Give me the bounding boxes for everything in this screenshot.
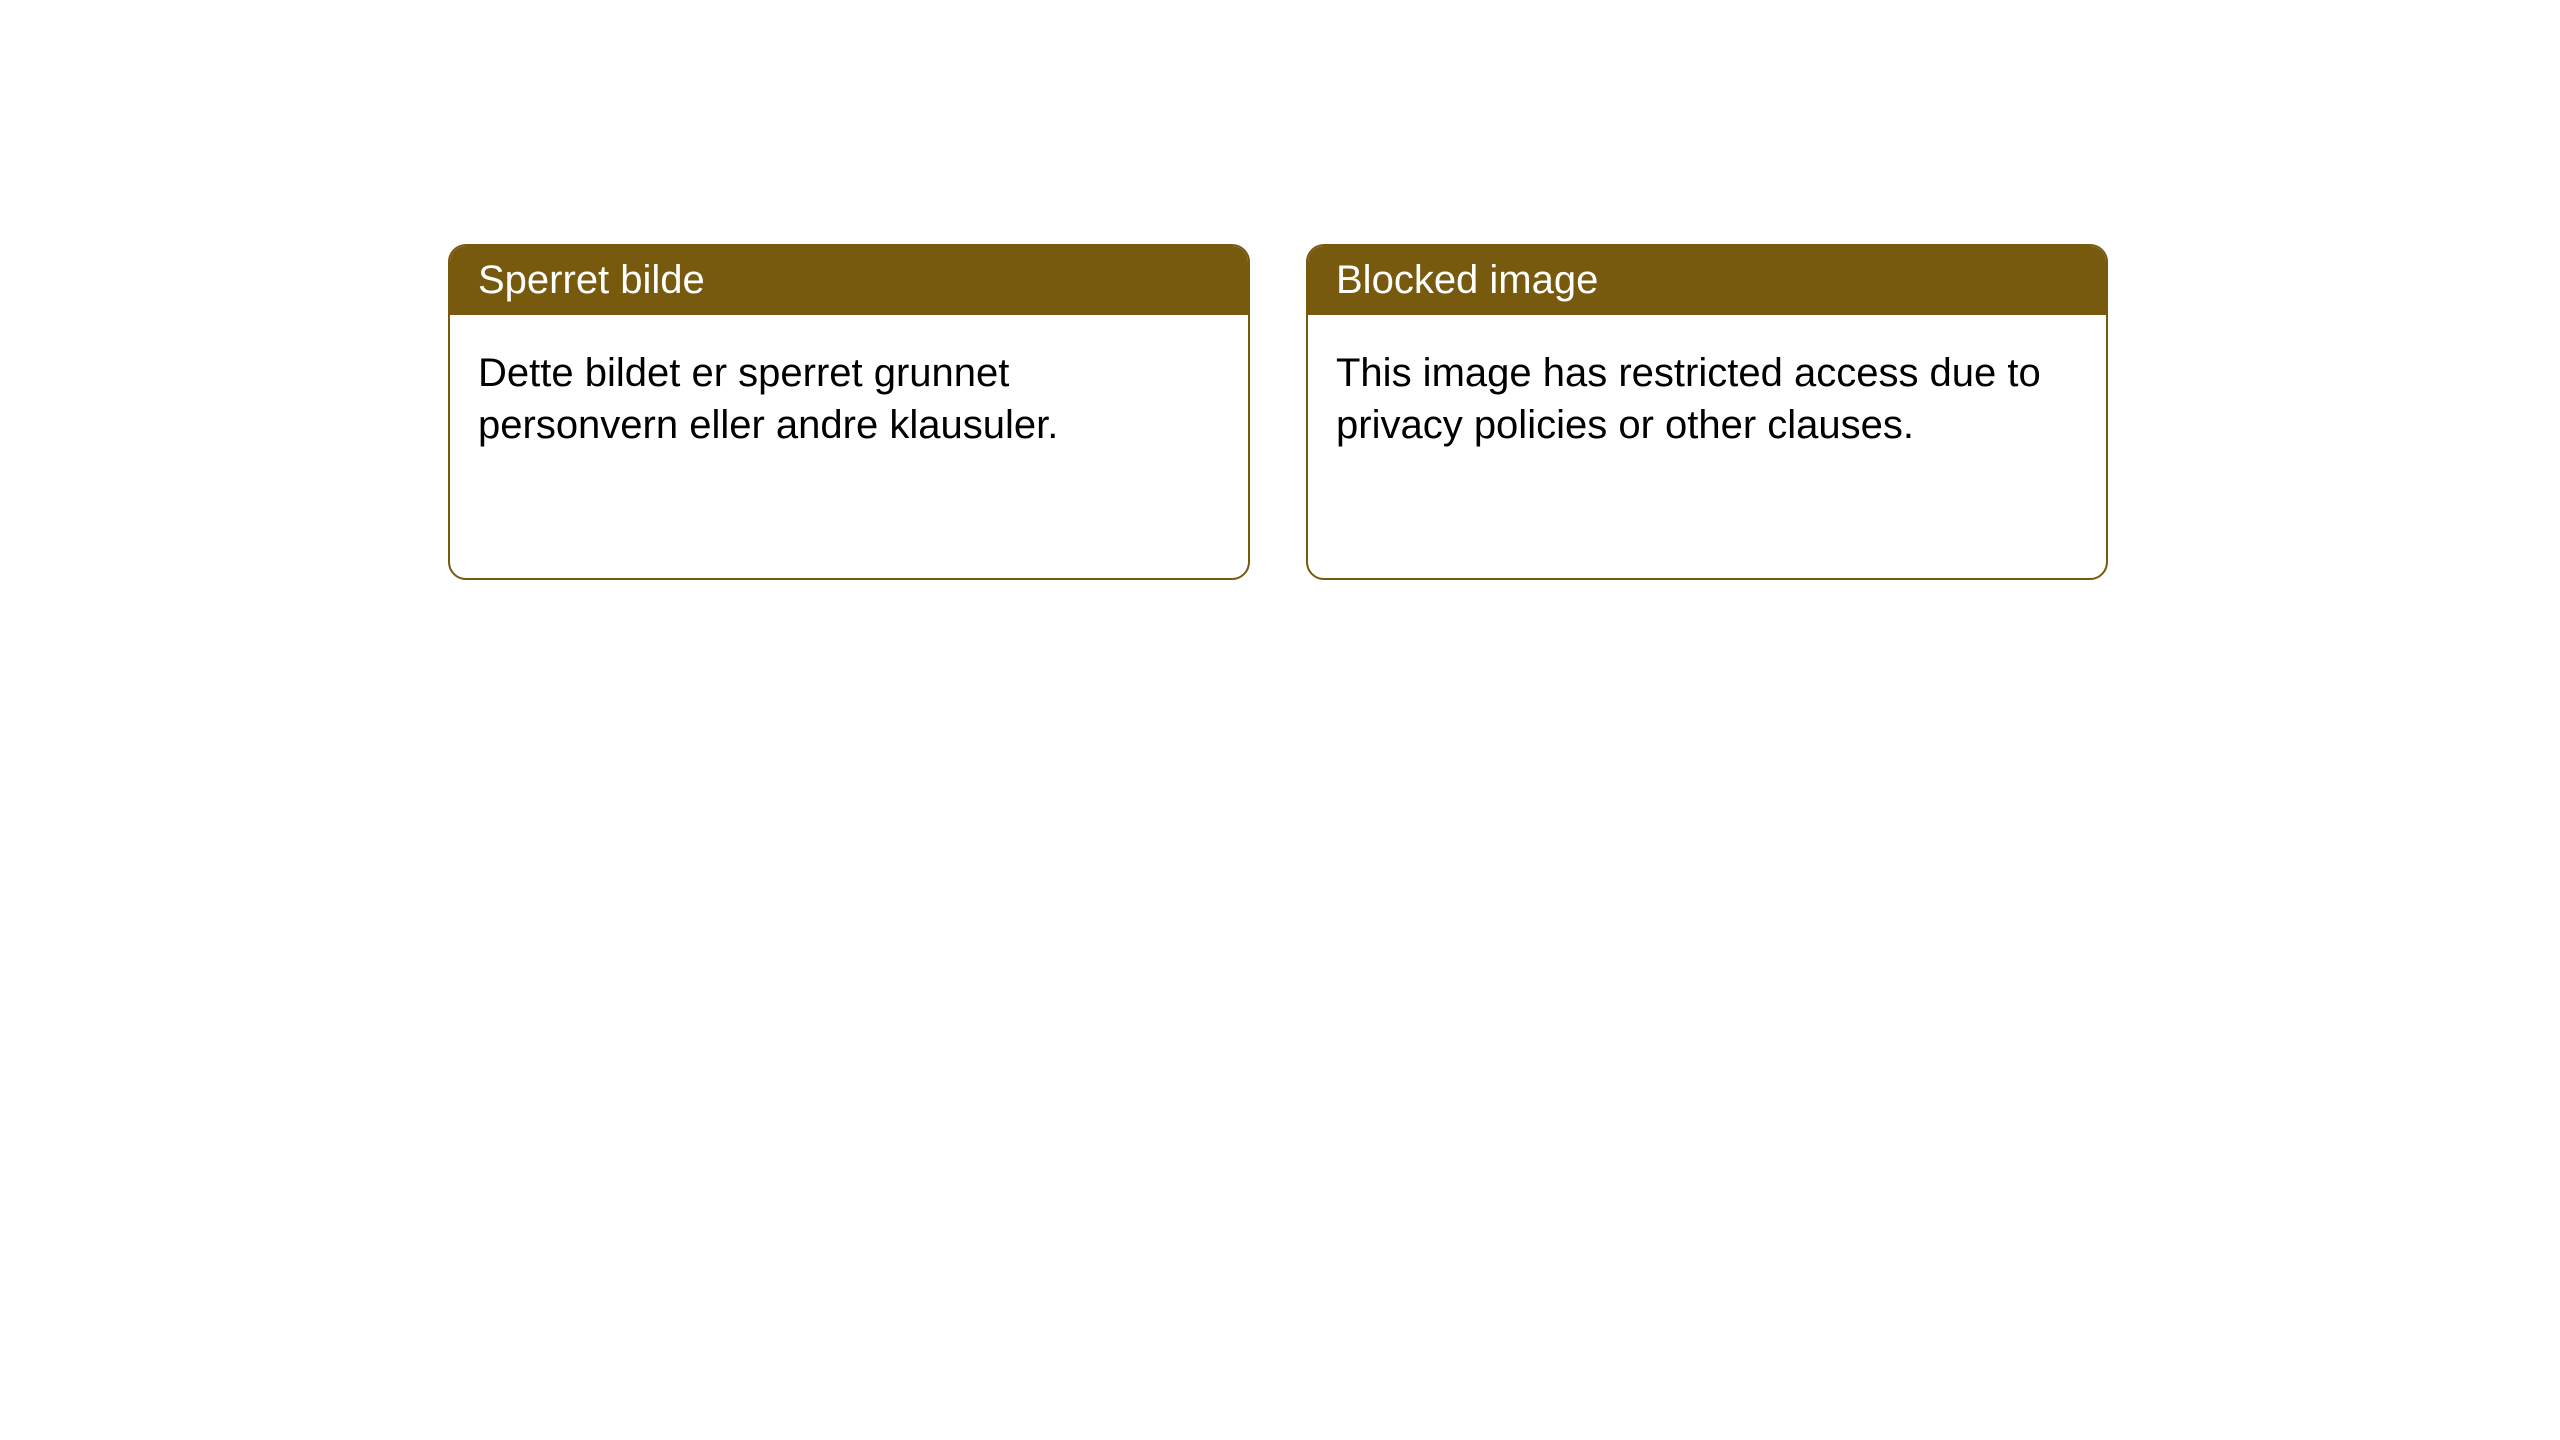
card-header-norwegian: Sperret bilde xyxy=(450,246,1248,315)
blocked-image-card-norwegian: Sperret bilde Dette bildet er sperret gr… xyxy=(448,244,1250,580)
card-body-english: This image has restricted access due to … xyxy=(1308,315,2106,483)
card-body-text-english: This image has restricted access due to … xyxy=(1336,351,2041,447)
blocked-image-card-english: Blocked image This image has restricted … xyxy=(1306,244,2108,580)
card-title-english: Blocked image xyxy=(1336,258,1598,302)
card-body-norwegian: Dette bildet er sperret grunnet personve… xyxy=(450,315,1248,483)
card-body-text-norwegian: Dette bildet er sperret grunnet personve… xyxy=(478,351,1058,447)
card-title-norwegian: Sperret bilde xyxy=(478,258,705,302)
card-header-english: Blocked image xyxy=(1308,246,2106,315)
cards-container: Sperret bilde Dette bildet er sperret gr… xyxy=(0,0,2560,580)
